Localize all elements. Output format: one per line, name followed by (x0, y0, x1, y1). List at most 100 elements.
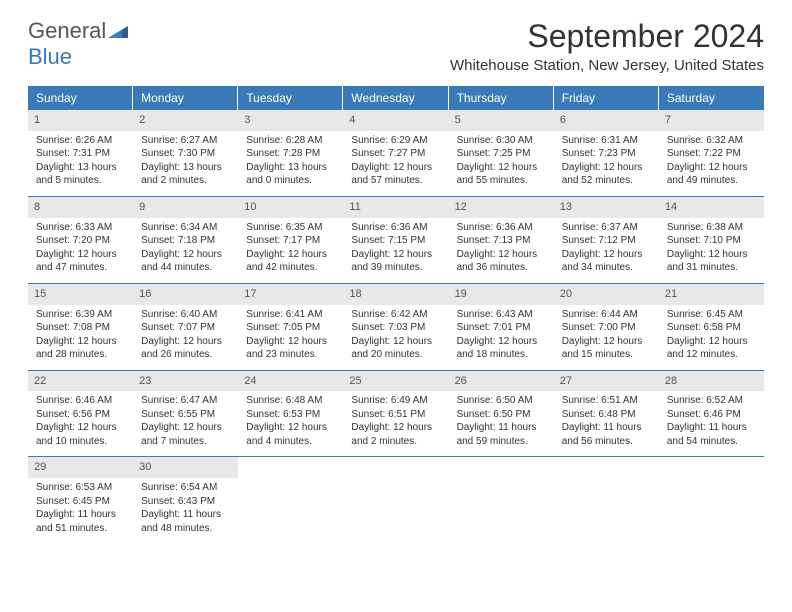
daylight-text: and 39 minutes. (351, 261, 440, 275)
daylight-text: Daylight: 12 hours (667, 161, 756, 175)
daylight-text: and 4 minutes. (246, 435, 335, 449)
day-cell: 21Sunrise: 6:45 AMSunset: 6:58 PMDayligh… (659, 284, 764, 370)
sunrise-text: Sunrise: 6:53 AM (36, 481, 125, 495)
sunset-text: Sunset: 7:07 PM (141, 321, 230, 335)
day-cell: 13Sunrise: 6:37 AMSunset: 7:12 PMDayligh… (554, 197, 659, 283)
sunset-text: Sunset: 7:25 PM (457, 147, 546, 161)
sunrise-text: Sunrise: 6:37 AM (562, 221, 651, 235)
sunrise-text: Sunrise: 6:40 AM (141, 308, 230, 322)
day-cell: 22Sunrise: 6:46 AMSunset: 6:56 PMDayligh… (28, 371, 133, 457)
daylight-text: and 2 minutes. (141, 174, 230, 188)
daylight-text: and 15 minutes. (562, 348, 651, 362)
day-headers-row: Sunday Monday Tuesday Wednesday Thursday… (28, 86, 764, 110)
day-cell: 14Sunrise: 6:38 AMSunset: 7:10 PMDayligh… (659, 197, 764, 283)
day-header: Tuesday (238, 86, 343, 110)
day-number: 26 (449, 371, 554, 392)
day-number: 17 (238, 284, 343, 305)
daylight-text: Daylight: 12 hours (562, 248, 651, 262)
weeks-container: 1Sunrise: 6:26 AMSunset: 7:31 PMDaylight… (28, 110, 764, 543)
day-number: 6 (554, 110, 659, 131)
day-cell (449, 457, 554, 543)
day-cell: 24Sunrise: 6:48 AMSunset: 6:53 PMDayligh… (238, 371, 343, 457)
daylight-text: and 28 minutes. (36, 348, 125, 362)
sunrise-text: Sunrise: 6:50 AM (457, 394, 546, 408)
logo-text-blue: Blue (28, 44, 72, 69)
sunrise-text: Sunrise: 6:27 AM (141, 134, 230, 148)
sunset-text: Sunset: 7:30 PM (141, 147, 230, 161)
day-cell: 25Sunrise: 6:49 AMSunset: 6:51 PMDayligh… (343, 371, 448, 457)
daylight-text: and 59 minutes. (457, 435, 546, 449)
daylight-text: and 52 minutes. (562, 174, 651, 188)
daylight-text: Daylight: 12 hours (667, 248, 756, 262)
daylight-text: and 56 minutes. (562, 435, 651, 449)
day-cell: 27Sunrise: 6:51 AMSunset: 6:48 PMDayligh… (554, 371, 659, 457)
day-cell: 26Sunrise: 6:50 AMSunset: 6:50 PMDayligh… (449, 371, 554, 457)
daylight-text: Daylight: 13 hours (246, 161, 335, 175)
daylight-text: Daylight: 11 hours (457, 421, 546, 435)
sunset-text: Sunset: 6:48 PM (562, 408, 651, 422)
day-number: 29 (28, 457, 133, 478)
daylight-text: and 57 minutes. (351, 174, 440, 188)
week-row: 29Sunrise: 6:53 AMSunset: 6:45 PMDayligh… (28, 457, 764, 543)
daylight-text: Daylight: 12 hours (457, 161, 546, 175)
daylight-text: Daylight: 12 hours (141, 248, 230, 262)
sunrise-text: Sunrise: 6:32 AM (667, 134, 756, 148)
day-number: 3 (238, 110, 343, 131)
sunrise-text: Sunrise: 6:54 AM (141, 481, 230, 495)
daylight-text: Daylight: 12 hours (351, 248, 440, 262)
day-number: 15 (28, 284, 133, 305)
sunrise-text: Sunrise: 6:38 AM (667, 221, 756, 235)
sunrise-text: Sunrise: 6:52 AM (667, 394, 756, 408)
sunset-text: Sunset: 7:13 PM (457, 234, 546, 248)
header: General Blue September 2024 Whitehouse S… (0, 0, 792, 78)
logo: General Blue (28, 18, 128, 70)
day-cell (238, 457, 343, 543)
sunrise-text: Sunrise: 6:42 AM (351, 308, 440, 322)
sunset-text: Sunset: 7:01 PM (457, 321, 546, 335)
sunset-text: Sunset: 7:31 PM (36, 147, 125, 161)
sunrise-text: Sunrise: 6:34 AM (141, 221, 230, 235)
sunset-text: Sunset: 7:00 PM (562, 321, 651, 335)
daylight-text: and 47 minutes. (36, 261, 125, 275)
sunrise-text: Sunrise: 6:44 AM (562, 308, 651, 322)
daylight-text: Daylight: 11 hours (562, 421, 651, 435)
sunset-text: Sunset: 7:12 PM (562, 234, 651, 248)
day-number: 14 (659, 197, 764, 218)
title-block: September 2024 Whitehouse Station, New J… (450, 18, 764, 74)
sunrise-text: Sunrise: 6:46 AM (36, 394, 125, 408)
day-header: Thursday (449, 86, 554, 110)
day-number: 19 (449, 284, 554, 305)
day-number: 1 (28, 110, 133, 131)
sunset-text: Sunset: 7:17 PM (246, 234, 335, 248)
daylight-text: Daylight: 12 hours (351, 335, 440, 349)
daylight-text: Daylight: 11 hours (667, 421, 756, 435)
daylight-text: Daylight: 13 hours (141, 161, 230, 175)
sunrise-text: Sunrise: 6:43 AM (457, 308, 546, 322)
sunset-text: Sunset: 6:53 PM (246, 408, 335, 422)
sunset-text: Sunset: 7:27 PM (351, 147, 440, 161)
daylight-text: Daylight: 13 hours (36, 161, 125, 175)
day-cell: 7Sunrise: 6:32 AMSunset: 7:22 PMDaylight… (659, 110, 764, 196)
sunset-text: Sunset: 7:08 PM (36, 321, 125, 335)
day-cell: 29Sunrise: 6:53 AMSunset: 6:45 PMDayligh… (28, 457, 133, 543)
day-cell: 9Sunrise: 6:34 AMSunset: 7:18 PMDaylight… (133, 197, 238, 283)
sunrise-text: Sunrise: 6:35 AM (246, 221, 335, 235)
sunset-text: Sunset: 7:18 PM (141, 234, 230, 248)
daylight-text: and 23 minutes. (246, 348, 335, 362)
day-number: 11 (343, 197, 448, 218)
day-number: 30 (133, 457, 238, 478)
sunset-text: Sunset: 6:56 PM (36, 408, 125, 422)
day-cell (343, 457, 448, 543)
daylight-text: Daylight: 12 hours (457, 335, 546, 349)
daylight-text: Daylight: 12 hours (246, 421, 335, 435)
sunrise-text: Sunrise: 6:28 AM (246, 134, 335, 148)
sunset-text: Sunset: 7:15 PM (351, 234, 440, 248)
sunset-text: Sunset: 7:03 PM (351, 321, 440, 335)
daylight-text: and 2 minutes. (351, 435, 440, 449)
sunset-text: Sunset: 7:05 PM (246, 321, 335, 335)
day-cell: 4Sunrise: 6:29 AMSunset: 7:27 PMDaylight… (343, 110, 448, 196)
daylight-text: Daylight: 12 hours (141, 421, 230, 435)
logo-text-general: General (28, 18, 106, 43)
sunset-text: Sunset: 6:45 PM (36, 495, 125, 509)
day-number: 27 (554, 371, 659, 392)
